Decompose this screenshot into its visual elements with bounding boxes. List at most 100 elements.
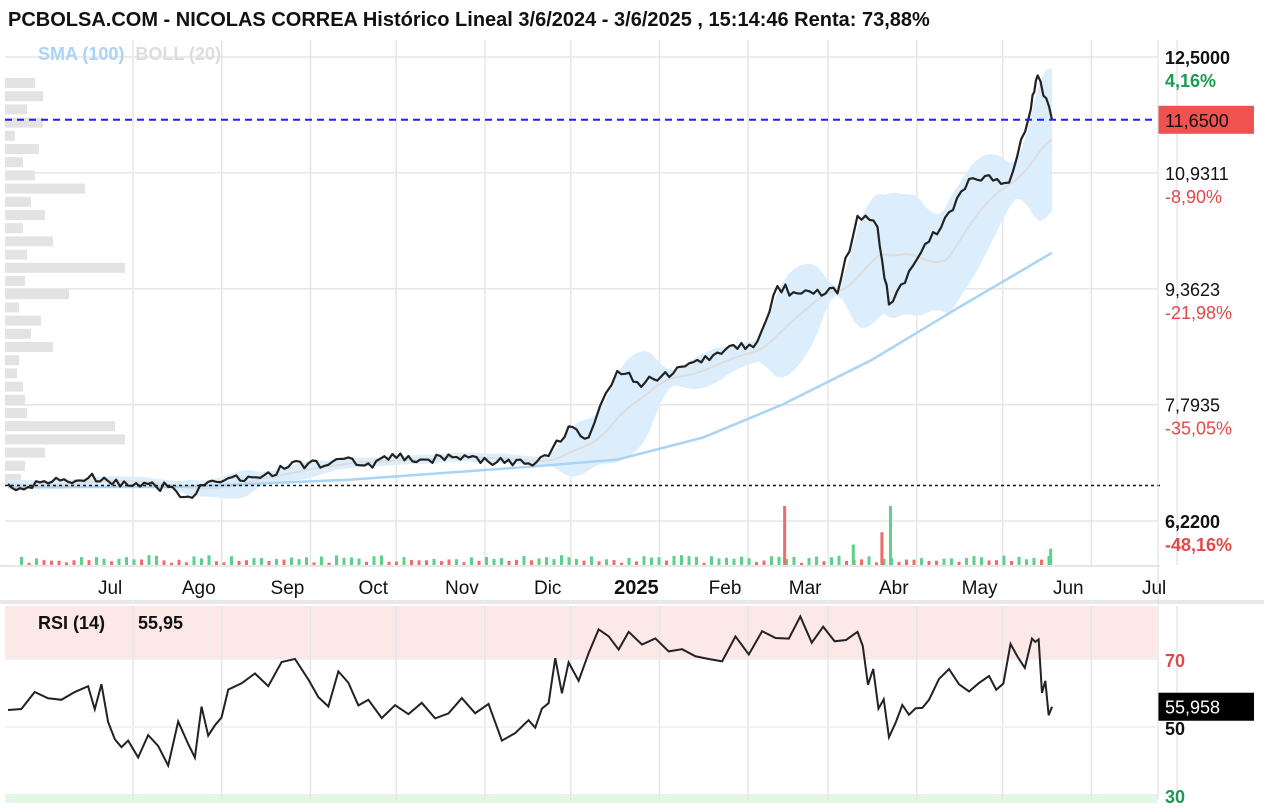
volume-bar [230,556,233,565]
volume-bar [725,557,728,565]
volume-bar-major [888,505,892,565]
volume-bar [1047,555,1051,565]
profile-bar [5,117,43,128]
volume-bar [620,562,623,565]
volume-bar [537,558,541,565]
sma-polyline [8,251,1053,489]
volume-bar [35,558,38,565]
profile-bar [5,78,35,88]
reference-lines [5,118,1160,487]
profile-bar [5,460,25,471]
volume-bar [95,556,98,565]
volume-bar [845,561,848,565]
volume-bar [192,556,196,565]
volume-bar [387,561,391,565]
volume-bar [485,556,488,565]
month-label: Jul [1142,578,1166,599]
legend-boll: BOLL (20) [135,44,221,64]
volume-bar [290,557,293,565]
month-label: Sep [271,578,305,599]
volume-bar [432,558,436,565]
volume-bar [320,556,323,565]
volume-bar [957,561,961,565]
volume-bar [995,560,998,565]
rsi-value: 55,95 [138,613,183,633]
volume-bar [747,558,751,565]
rsi-overbought-zone [5,606,1157,659]
legend-sma: SMA (100) [38,44,124,64]
volume-bar [305,557,308,565]
volume-bar [447,559,451,565]
profile-bar [5,355,19,366]
volume-bar [20,556,23,565]
volume-bar [612,560,616,565]
volume-bar [770,556,773,565]
volume-bar [702,562,706,565]
volume-bar [282,559,286,565]
volume-bar [237,560,241,565]
volume-bar [650,557,653,565]
volume-bar [140,559,143,565]
profile-bar [5,144,39,154]
profile-bar [5,196,31,207]
volume-bar [867,556,871,565]
volume-bar [792,556,796,565]
volume-bar [1010,561,1013,565]
month-label: Ago [182,578,216,599]
volume-bar [492,558,496,565]
volume-bar [1002,555,1006,565]
volume-bar [1017,556,1021,565]
price-polyline [7,74,1054,499]
month-label: Oct [358,578,388,599]
volume-bar [860,559,863,565]
volume-bar [417,560,421,565]
volume-bar [777,556,781,565]
volume-bar [665,560,668,565]
volume-bar [57,560,61,565]
volume-bar [395,561,398,565]
volume-bar [357,558,361,565]
profile-bar [5,104,27,115]
profile-bar [5,236,53,247]
rsi-level-label: 70 [1165,651,1185,671]
volume-bar [755,562,758,565]
volume-bars [20,505,1053,565]
profile-bar [5,91,43,102]
volume-bar [642,556,646,565]
month-label: May [962,578,998,599]
price-level-label: 12,5000 [1165,48,1230,68]
volume-bar [920,558,923,565]
profile-bar [5,381,23,392]
volume-bar [980,557,983,565]
volume-bar [42,560,46,565]
volume-bar [717,558,721,565]
volume-bar [762,560,766,565]
volume-bar [470,557,473,565]
volume-bar [177,559,181,565]
price-level-pct: -21,98% [1165,303,1232,323]
volume-bar [815,556,818,565]
volume-bar [155,555,158,565]
volume-bar [350,557,353,565]
volume-bar [72,560,76,565]
rsi-panel: 70 50 30 55,958 [5,606,1254,807]
volume-bar [252,558,256,565]
volume-bar [680,555,683,565]
volume-bar [110,561,113,565]
volume-bar [875,562,878,565]
profile-bar [5,302,19,313]
volume-bar [365,561,368,565]
volume-bar [102,558,106,565]
volume-bar [582,560,586,565]
profile-bar [5,262,125,273]
volume-bar [275,559,278,565]
volume-bar [327,562,331,565]
volume-bar [162,560,166,565]
price-level-pct: -48,16% [1165,535,1232,555]
volume-bar [732,558,736,565]
volume-bar [575,558,578,565]
volume-bar [905,559,908,565]
volume-bar [125,557,128,565]
volume-bar [987,560,991,565]
month-label: Mar [789,578,822,599]
